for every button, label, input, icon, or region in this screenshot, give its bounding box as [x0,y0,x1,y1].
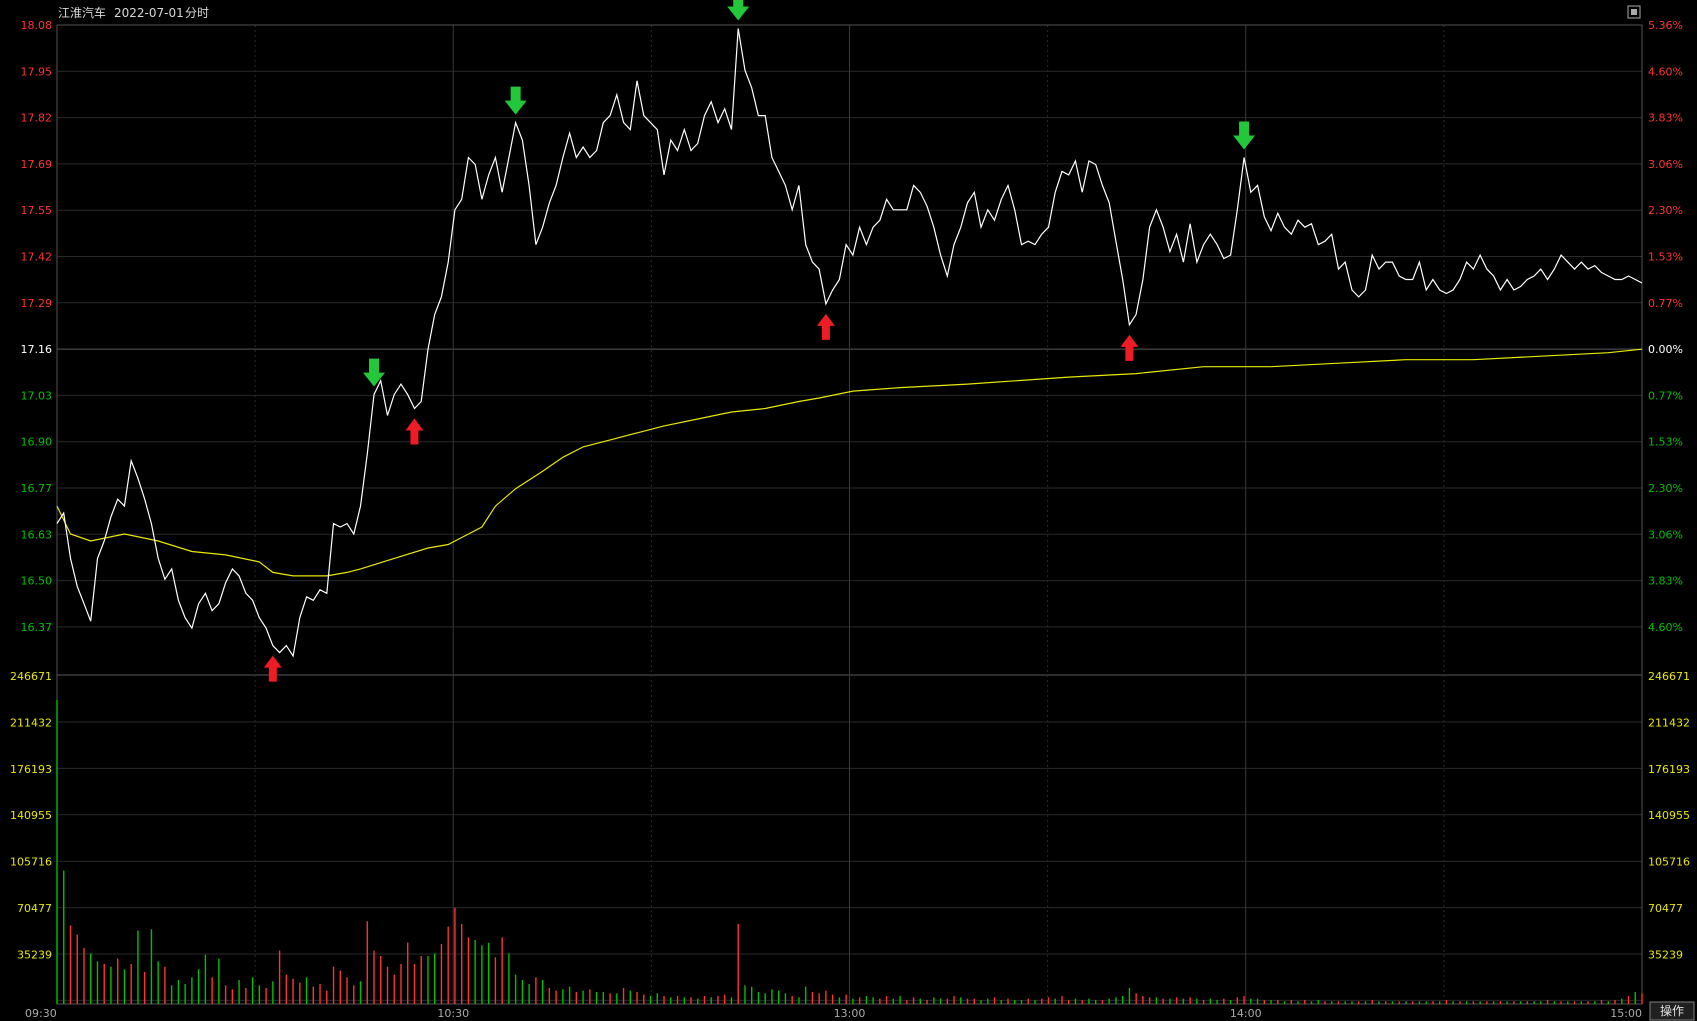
percent-tick-label: 3.83% [1648,112,1683,125]
price-tick-label: 16.90 [21,436,53,449]
price-tick-label: 17.16 [21,343,53,356]
volume-tick-label: 246671 [10,670,52,683]
percent-tick-label: 5.36% [1648,19,1683,32]
time-tick-label: 15:00 [1610,1007,1642,1020]
percent-tick-label: 0.77% [1648,297,1683,310]
percent-tick-label: 1.53% [1648,436,1683,449]
volume-tick-label-right: 70477 [1648,902,1683,915]
percent-tick-label: 4.60% [1648,65,1683,78]
buy-arrow-icon [1120,334,1139,361]
time-tick-label: 09:30 [25,1007,57,1020]
stock-name: 江淮汽车 [58,5,106,20]
chart-date: 2022-07-01 [114,6,184,20]
signal-markers [263,0,1256,682]
buy-arrow-icon [263,655,282,682]
volume-bars [56,699,1643,1004]
volume-tick-label-right: 211432 [1648,716,1690,729]
percent-axis-right: 5.36% 4.60% 3.83% 3.06% 2.30% 1.53% 0.77% 0.00%… [1648,19,1690,961]
price-tick-label: 17.82 [21,112,53,125]
time-tick-label: 13:00 [834,1007,866,1020]
sell-arrow-icon [1233,121,1256,150]
buy-arrow-icon [405,418,424,445]
volume-tick-label-right: 176193 [1648,763,1690,776]
time-tick-label: 14:00 [1230,1007,1262,1020]
price-tick-label: 17.03 [21,389,53,402]
volume-tick-label-right: 35239 [1648,948,1683,961]
volume-tick-label: 211432 [10,716,52,729]
price-line [56,28,1643,658]
percent-tick-label: 3.83% [1648,575,1683,588]
buy-arrow-icon [816,313,835,340]
price-axis-left: 18.08 17.95 17.82 17.69 17.55 17.42 17.29 17.16… [10,19,52,961]
price-tick-label: 17.42 [21,251,53,264]
sell-arrow-icon [504,86,527,115]
volume-tick-label: 35239 [17,948,52,961]
price-tick-label: 16.63 [21,528,53,541]
price-tick-label: 17.95 [21,65,53,78]
price-tick-label: 17.55 [21,204,53,217]
price-tick-label: 16.50 [21,575,53,588]
price-tick-label: 16.77 [21,482,53,495]
operate-button[interactable]: 操作 [1649,1001,1695,1021]
operate-button-label: 操作 [1660,1003,1684,1018]
price-tick-label: 18.08 [21,19,53,32]
plot-border [56,24,1643,1005]
percent-tick-label: 2.30% [1648,204,1683,217]
price-tick-label: 17.29 [21,297,53,310]
percent-tick-label: 4.60% [1648,621,1683,634]
volume-tick-label: 70477 [17,902,52,915]
average-price-line [56,348,1643,577]
price-tick-label: 17.69 [21,158,53,171]
percent-tick-label: 3.06% [1648,528,1683,541]
percent-tick-label: 1.53% [1648,251,1683,264]
volume-tick-label: 105716 [10,856,52,869]
volume-tick-label: 176193 [10,763,52,776]
volume-tick-label-right: 246671 [1648,670,1690,683]
percent-tick-label: 0.77% [1648,389,1683,402]
time-axis: 09:30 10:30 13:00 14:00 15:00 [25,1007,1642,1020]
price-line-path [56,28,1643,658]
volume-tick-label: 140955 [10,809,52,822]
window-toggle-icon[interactable] [1627,5,1641,19]
sell-arrow-icon [727,0,750,21]
price-tick-label: 16.37 [21,621,53,634]
percent-tick-label: 0.00% [1648,343,1683,356]
percent-tick-label: 3.06% [1648,158,1683,171]
percent-tick-label: 2.30% [1648,482,1683,495]
time-tick-label: 10:30 [437,1007,469,1020]
volume-tick-label-right: 105716 [1648,856,1690,869]
avg-line-path [56,348,1643,577]
chart-mode: 分时 [185,6,209,20]
volume-tick-label-right: 140955 [1648,809,1690,822]
sell-arrow-icon [363,358,385,387]
